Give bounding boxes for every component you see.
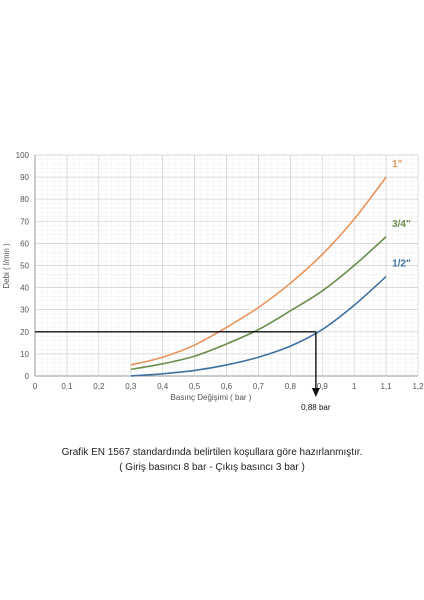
x-tick-label: 0,2 [93,382,105,391]
chart-series [130,176,387,377]
x-tick-label: 0,9 [317,382,329,391]
x-tick-labels: 0 0,1 0,2 0,3 0,4 0,5 0,6 0,7 0,8 0,9 1 1,1 1,2 [33,382,424,391]
y-tick-label: 70 [20,217,29,226]
y-tick-labels: 0 10 20 30 40 50 60 70 80 90 100 [16,151,30,381]
reading-annotation: 0,88 bar [35,331,331,412]
x-tick-label: 0,6 [221,382,233,391]
y-tick-label: 0 [25,372,30,381]
series-line-0 [130,176,387,366]
x-tick-label: 1,1 [381,382,393,391]
chart-grid [34,154,419,377]
chart-caption-line-1: Grafik EN 1567 standardında belirtilen k… [61,447,363,458]
series-line-2 [130,275,387,377]
x-tick-label: 0,5 [189,382,201,391]
y-tick-label: 50 [20,262,29,271]
y-tick-label: 80 [20,195,29,204]
x-axis-label: Basınç Değişimi ( bar ) [171,393,252,402]
series-label-2: 1/2" [392,259,411,270]
series-label-0: 1" [392,159,403,170]
y-tick-label: 30 [20,306,29,315]
series-labels: 1" 3/4" 1/2" [392,159,411,269]
x-tick-label: 1,2 [412,382,424,391]
x-tick-label: 0 [33,382,38,391]
y-tick-label: 10 [20,350,29,359]
x-tick-label: 0,7 [253,382,265,391]
x-tick-label: 1 [352,382,357,391]
x-tick-label: 0,3 [125,382,137,391]
reading-value-label: 0,88 bar [301,403,331,412]
x-tick-label: 0,8 [285,382,297,391]
x-tick-label: 0,1 [61,382,73,391]
series-line-1 [130,236,387,371]
y-tick-label: 40 [20,284,29,293]
reading-arrow-icon [311,388,320,397]
y-tick-label: 100 [16,151,30,160]
y-axis-label: Debi ( l/min ) [2,243,11,289]
y-tick-label: 60 [20,239,29,248]
y-tick-label: 20 [20,328,29,337]
chart-axes [34,155,418,377]
x-tick-label: 0,4 [157,382,169,391]
series-label-1: 3/4" [392,219,411,230]
y-tick-label: 90 [20,173,29,182]
chart-caption-line-2: ( Giriş basıncı 8 bar - Çıkış basıncı 3 … [119,462,305,473]
flow-rate-chart: 0 0,1 0,2 0,3 0,4 0,5 0,6 0,7 0,8 0,9 1 1,1 1,2 0 10 2… [2,151,424,412]
